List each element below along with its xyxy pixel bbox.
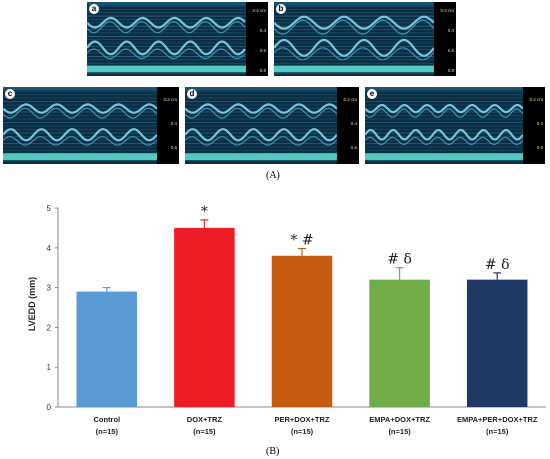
scale-label: 0.6: [170, 145, 177, 150]
scale-label: 0.8: [447, 68, 454, 73]
x-tick-label: DOX+TRZ: [187, 415, 223, 424]
y-tick-label: 5: [47, 204, 52, 213]
scale-label: 0.2 cm: [252, 8, 266, 13]
y-ticks: 0 1 2 3 4 5: [47, 204, 58, 412]
x-tick-label: EMPA+PER+DOX+TRZ: [457, 415, 538, 424]
figure-label-b: (B): [266, 446, 280, 457]
x-tick-label: PER+DOX+TRZ: [274, 415, 329, 424]
bar-per-dox-trz: [271, 255, 333, 407]
panel-letter: c: [5, 89, 15, 99]
y-tick-label: 2: [47, 323, 52, 332]
echo-image: [365, 87, 545, 164]
panel-letter: d: [187, 89, 197, 99]
significance-annotation: * #: [290, 233, 313, 249]
echo-image: [3, 87, 179, 164]
panel-letter: b: [276, 4, 286, 14]
scale-bar: 0.2 cm 0.4 0.6: [337, 87, 359, 164]
significance-annotation: # δ: [485, 257, 510, 273]
scale-label: 0.8: [259, 68, 266, 73]
significance-annotation: # δ: [387, 252, 412, 268]
echo-image: [274, 2, 456, 76]
figure-label-a: (A): [266, 170, 280, 181]
y-tick-label: 4: [47, 244, 52, 253]
echo-panel-c: c 0.2 cm 0.4 0.6: [3, 87, 179, 164]
bar-control: [76, 291, 138, 407]
bar-empa-per-dox-trz: [466, 279, 528, 407]
scale-label: 0.4: [350, 121, 357, 126]
bar-dox-trz: [174, 227, 235, 407]
panel-letter: e: [367, 89, 377, 99]
y-tick-label: 3: [47, 284, 52, 293]
echo-panel-d: d 0.2 cm 0.4 0.6: [185, 87, 359, 164]
x-tick-sample-size: (n=15): [193, 427, 216, 436]
scale-bar: 0.2 cm 0.4 0.6: [157, 87, 179, 164]
x-tick-sample-size: (n=15): [486, 427, 509, 436]
x-tick-sample-size: (n=15): [291, 427, 314, 436]
scale-label: 0.2 cm: [163, 97, 177, 102]
scale-bar: 0.2 cm 0.4 0.6 0.8: [246, 2, 268, 76]
echo-image: [185, 87, 359, 164]
y-tick-label: 1: [47, 363, 52, 372]
echo-panel-e: e 0.2 cm 0.4 0.6: [365, 87, 545, 164]
scale-label: 0.4: [259, 28, 266, 33]
scale-label: 0.6: [536, 145, 543, 150]
significance-annotation: *: [201, 204, 208, 220]
y-tick-label: 0: [47, 403, 52, 412]
scale-bar: 0.2 cm 0.4 0.6: [523, 87, 545, 164]
scale-label: 0.2 cm: [440, 8, 454, 13]
scale-label: 0.4: [170, 121, 177, 126]
x-labels: Control (n=15) DOX+TRZ (n=15) PER+DOX+TRZ (n=…: [93, 415, 537, 436]
x-tick-sample-size: (n=15): [96, 427, 119, 436]
x-tick-label: EMPA+DOX+TRZ: [369, 415, 430, 424]
scale-label: 0.4: [447, 28, 454, 33]
scale-label: 0.2 cm: [529, 97, 543, 102]
x-tick-sample-size: (n=15): [388, 427, 411, 436]
scale-label: 0.6: [447, 48, 454, 53]
scale-label: 0.6: [350, 145, 357, 150]
scale-label: 0.2 cm: [343, 97, 357, 102]
bar-chart: LVEDD (mm) 0 1 2 3 4 5 * * # # δ # δ Control (n=1…: [27, 204, 546, 436]
echo-panel-b: b 0.2 cm 0.4 0.6 0.8: [274, 2, 456, 76]
y-axis-label: LVEDD (mm): [27, 277, 37, 331]
panel-letter: a: [89, 4, 99, 14]
x-tick-label: Control: [93, 415, 120, 424]
scale-bar: 0.2 cm 0.4 0.6 0.8: [434, 2, 456, 76]
bar-empa-dox-trz: [369, 279, 430, 407]
echo-image: [87, 2, 268, 76]
bars: * * # # δ # δ: [76, 204, 528, 407]
echo-panel-a: a 0.2 cm 0.4 0.6 0.8: [87, 2, 268, 76]
scale-label: 0.4: [536, 121, 543, 126]
scale-label: 0.6: [259, 48, 266, 53]
